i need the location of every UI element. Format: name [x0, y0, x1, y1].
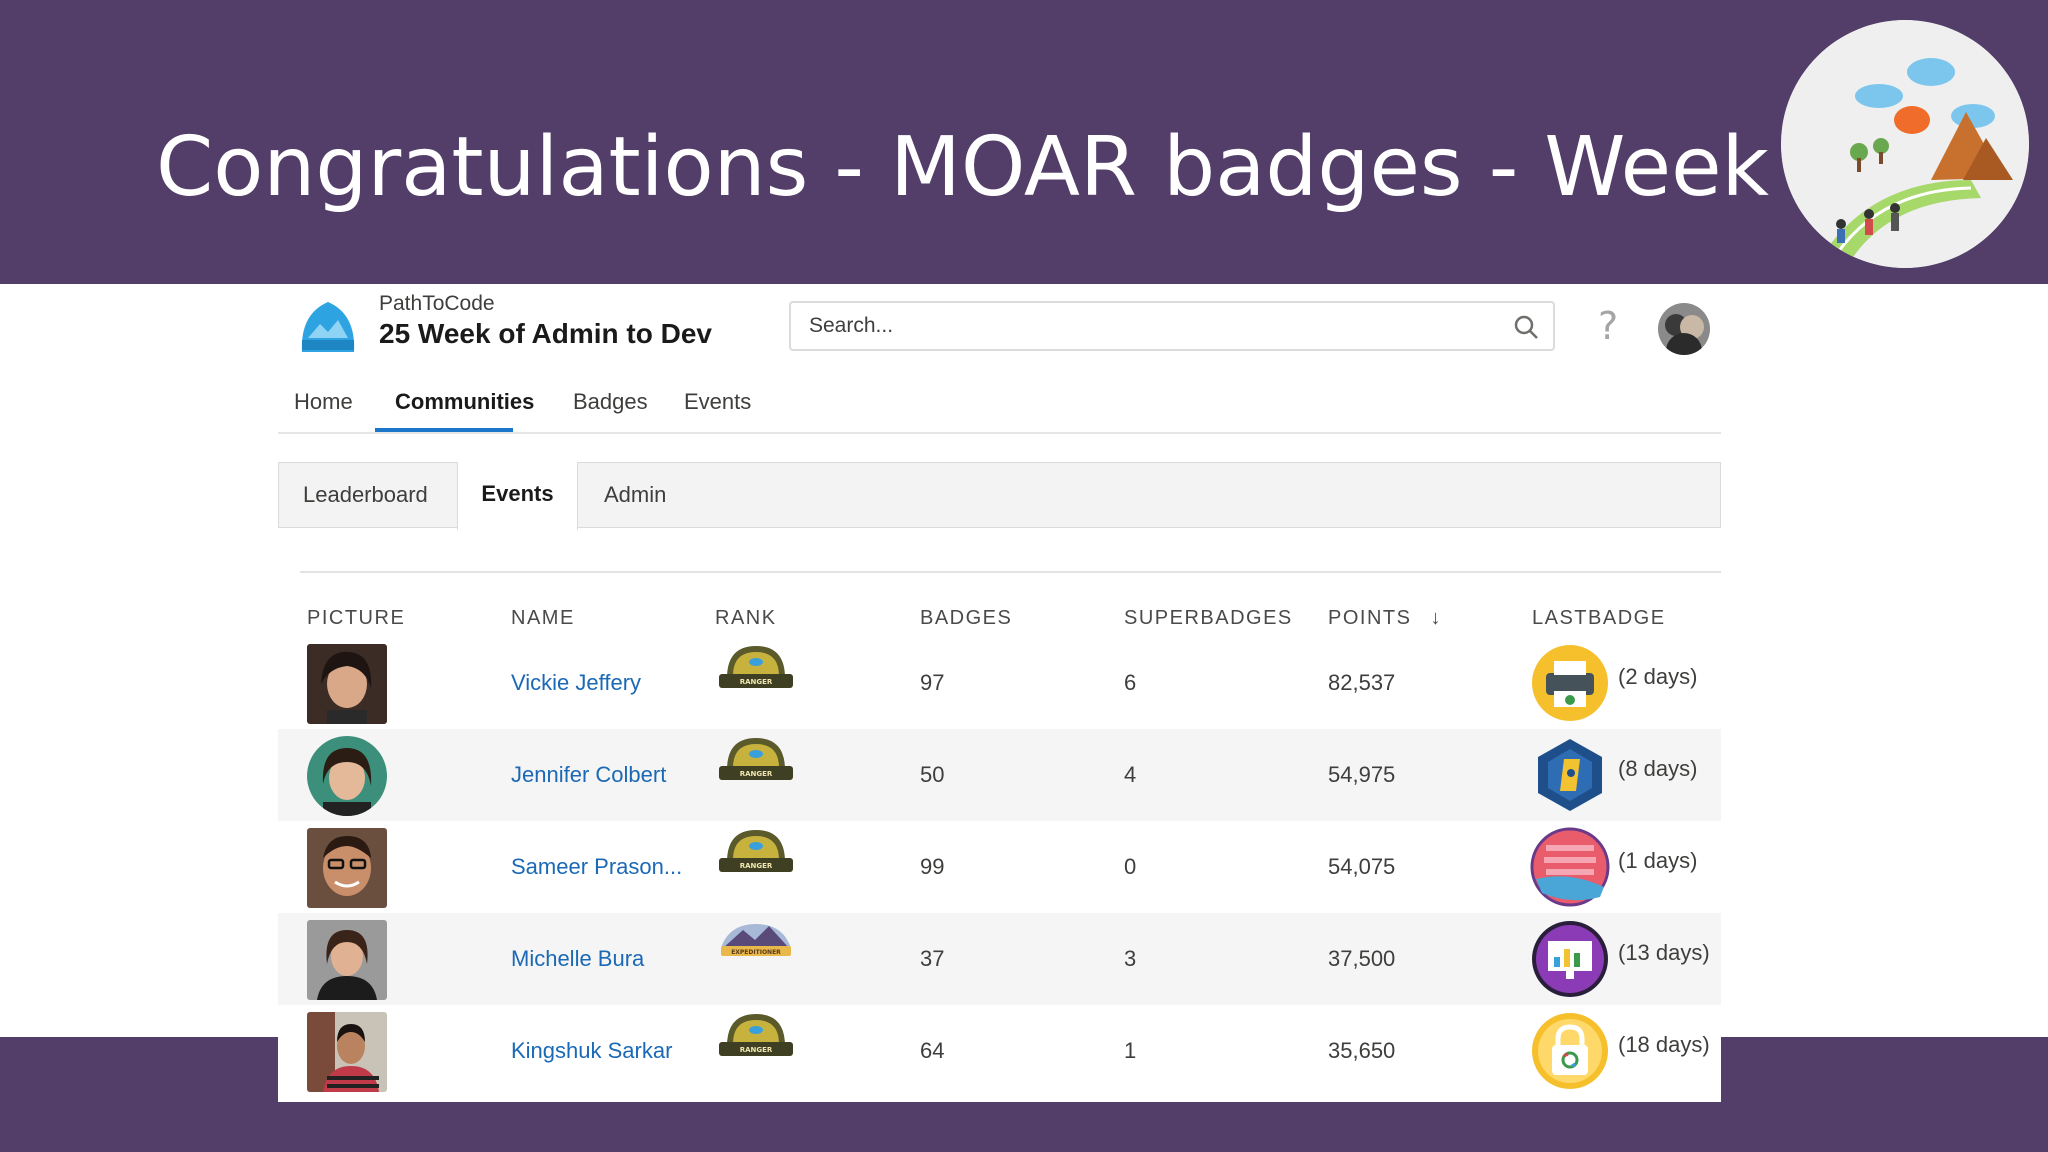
table-row: Sameer Prason... RANGER 99 0 54,075 (1 [278, 821, 1721, 913]
slide-header-band [0, 0, 2048, 284]
search-icon[interactable] [1513, 314, 1539, 340]
superbadges-count: 3 [1124, 946, 1137, 971]
table-row: Jennifer Colbert RANGER 50 4 54,975 (8 d… [278, 729, 1721, 821]
badges-count: 37 [920, 946, 945, 971]
path-to-code-illustration [1781, 20, 2029, 268]
member-picture[interactable] [307, 1012, 387, 1092]
badges-count: 97 [920, 670, 945, 695]
svg-text:RANGER: RANGER [740, 1046, 773, 1054]
user-avatar[interactable] [1658, 303, 1710, 355]
badges-count: 50 [920, 762, 945, 787]
nav-divider [278, 432, 1721, 434]
subtab-leaderboard[interactable]: Leaderboard [303, 482, 428, 507]
ranger-rank-icon: RANGER [717, 734, 795, 790]
search-box[interactable] [789, 301, 1555, 351]
column-header-name[interactable]: NAME [511, 607, 575, 629]
active-tab-indicator [375, 428, 513, 432]
last-badge-age: (1 days) [1618, 848, 1698, 873]
subtab-bar: Leaderboard Events Admin [278, 462, 1721, 530]
last-badge-age: (18 days) [1618, 1032, 1710, 1057]
trailhead-logo-icon [296, 294, 360, 358]
superbadges-count: 0 [1124, 854, 1137, 879]
org-name: PathToCode [379, 292, 495, 315]
superbadges-count: 6 [1124, 670, 1137, 695]
ranger-rank-icon: RANGER [717, 1010, 795, 1066]
table-top-divider [300, 571, 1721, 573]
member-picture[interactable] [307, 644, 387, 724]
superbadges-count: 1 [1124, 1038, 1137, 1063]
chart-badge-icon[interactable] [1530, 919, 1610, 999]
points-value: 35,650 [1328, 1038, 1396, 1063]
svg-text:EXPEDITIONER: EXPEDITIONER [731, 949, 781, 956]
column-header-badges[interactable]: BADGES [920, 607, 1013, 629]
last-badge-age: (2 days) [1618, 664, 1698, 689]
community-name[interactable]: 25 Week of Admin to Dev [379, 318, 712, 349]
column-header-picture: PICTURE [307, 607, 406, 629]
help-icon[interactable]: ? [1598, 304, 1619, 348]
printer-badge-icon[interactable] [1530, 643, 1610, 723]
table-row: Kingshuk Sarkar RANGER 64 1 35,650 [278, 1005, 1721, 1097]
search-input[interactable] [791, 303, 1499, 349]
points-value: 82,537 [1328, 670, 1396, 695]
table-row: Vickie Jeffery RANGER 97 6 82,537 (2 day… [278, 637, 1721, 729]
svg-text:RANGER: RANGER [740, 770, 773, 778]
points-value: 54,975 [1328, 762, 1396, 787]
sort-descending-icon[interactable]: ↓ [1430, 607, 1443, 629]
points-value: 54,075 [1328, 854, 1396, 879]
member-name-link[interactable]: Kingshuk Sarkar [511, 1038, 673, 1063]
badges-count: 64 [920, 1038, 945, 1063]
member-name-link[interactable]: Jennifer Colbert [511, 762, 667, 787]
lock-badge-icon[interactable] [1530, 1011, 1610, 1091]
community-screenshot: PathToCode 25 Week of Admin to Dev ? Hom… [278, 284, 1721, 1102]
ranger-rank-icon: RANGER [717, 826, 795, 882]
member-name-link[interactable]: Michelle Bura [511, 946, 645, 971]
last-badge-age: (13 days) [1618, 940, 1710, 965]
column-header-superbadges[interactable]: SUPERBADGES [1124, 607, 1293, 629]
subtab-events[interactable]: Events [457, 462, 578, 530]
binary-badge-icon[interactable] [1530, 827, 1610, 907]
nav-tab-badges[interactable]: Badges [573, 389, 648, 414]
column-header-lastbadge[interactable]: LASTBADGE [1532, 607, 1666, 629]
badges-count: 99 [920, 854, 945, 879]
svg-text:RANGER: RANGER [740, 862, 773, 870]
nav-tab-communities[interactable]: Communities [395, 389, 535, 414]
svg-text:RANGER: RANGER [740, 678, 773, 686]
nav-tab-events[interactable]: Events [684, 389, 752, 414]
member-name-link[interactable]: Vickie Jeffery [511, 670, 642, 695]
member-picture[interactable] [307, 828, 387, 908]
superbadges-count: 4 [1124, 762, 1137, 787]
points-value: 37,500 [1328, 946, 1396, 971]
subtab-admin[interactable]: Admin [604, 482, 667, 507]
table-row: Michelle Bura EXPEDITIONER 37 3 37,500 [278, 913, 1721, 1005]
member-name-link[interactable]: Sameer Prason... [511, 854, 683, 879]
slide-title: Congratulations - MOAR badges - Week 8 [156, 120, 1848, 215]
member-picture[interactable] [307, 736, 387, 816]
ranger-rank-icon: RANGER [717, 642, 795, 698]
expeditioner-rank-icon: EXPEDITIONER [717, 918, 795, 974]
column-header-rank[interactable]: RANK [715, 607, 777, 629]
last-badge-age: (8 days) [1618, 756, 1698, 781]
column-header-points-label: POINTS [1328, 607, 1412, 629]
column-header-points[interactable]: POINTS ↓ [1328, 607, 1442, 630]
hexagon-badge-icon[interactable] [1530, 735, 1610, 815]
member-picture[interactable] [307, 920, 387, 1000]
nav-tab-home[interactable]: Home [294, 389, 353, 414]
